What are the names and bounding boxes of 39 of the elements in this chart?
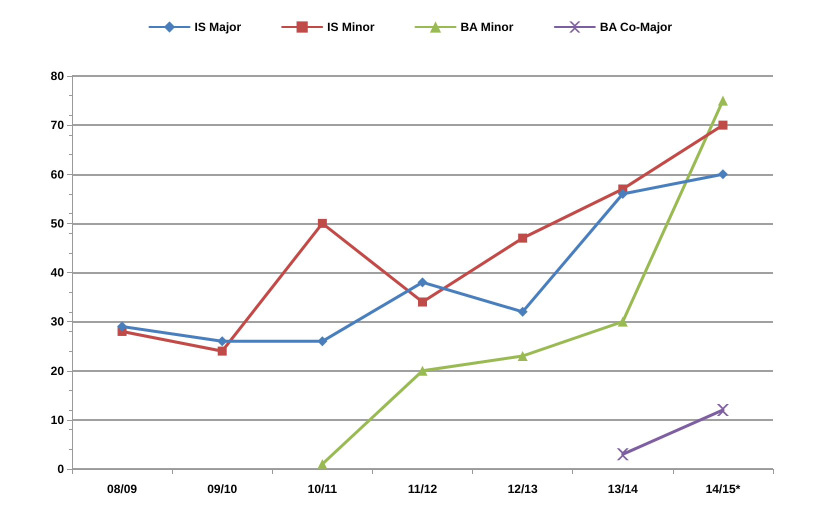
point <box>618 316 628 327</box>
y-tick-label: 20 <box>50 364 64 378</box>
legend-label: IS Minor <box>327 20 375 34</box>
legend-label: BA Minor <box>460 20 514 34</box>
point <box>618 188 628 199</box>
point <box>317 459 328 470</box>
point <box>518 234 528 243</box>
x-tick-label: 10/11 <box>308 482 338 496</box>
legend-label: IS Major <box>194 20 242 34</box>
y-tick-label: 40 <box>50 266 64 280</box>
y-tick-label: 60 <box>50 167 64 182</box>
point <box>518 306 528 317</box>
y-tick-label: 70 <box>50 118 64 132</box>
x-tick-label: 11/12 <box>408 482 438 496</box>
legend-label: BA Co-Major <box>600 20 672 34</box>
point <box>218 346 227 356</box>
point <box>716 404 729 416</box>
point <box>718 169 728 180</box>
point <box>616 448 629 460</box>
point <box>117 322 128 332</box>
point <box>418 277 428 288</box>
x-tick-label: 08/09 <box>107 482 138 496</box>
x-tick-label: 12/13 <box>508 482 538 496</box>
y-tick-label: 80 <box>50 69 64 83</box>
point <box>718 96 728 106</box>
x-tick-label: 13/14 <box>608 482 638 496</box>
point <box>217 336 228 346</box>
point <box>718 120 728 130</box>
point <box>317 336 328 346</box>
point <box>418 297 427 306</box>
point <box>318 218 327 228</box>
y-tick-label: 50 <box>50 216 64 230</box>
point <box>418 366 428 376</box>
y-tick-label: 0 <box>57 462 64 476</box>
y-tick-label: 30 <box>50 314 64 329</box>
x-tick-label: 09/10 <box>207 482 238 496</box>
x-tick-label: 14/15* <box>706 482 741 496</box>
point <box>518 351 528 362</box>
y-tick-label: 10 <box>50 412 64 427</box>
